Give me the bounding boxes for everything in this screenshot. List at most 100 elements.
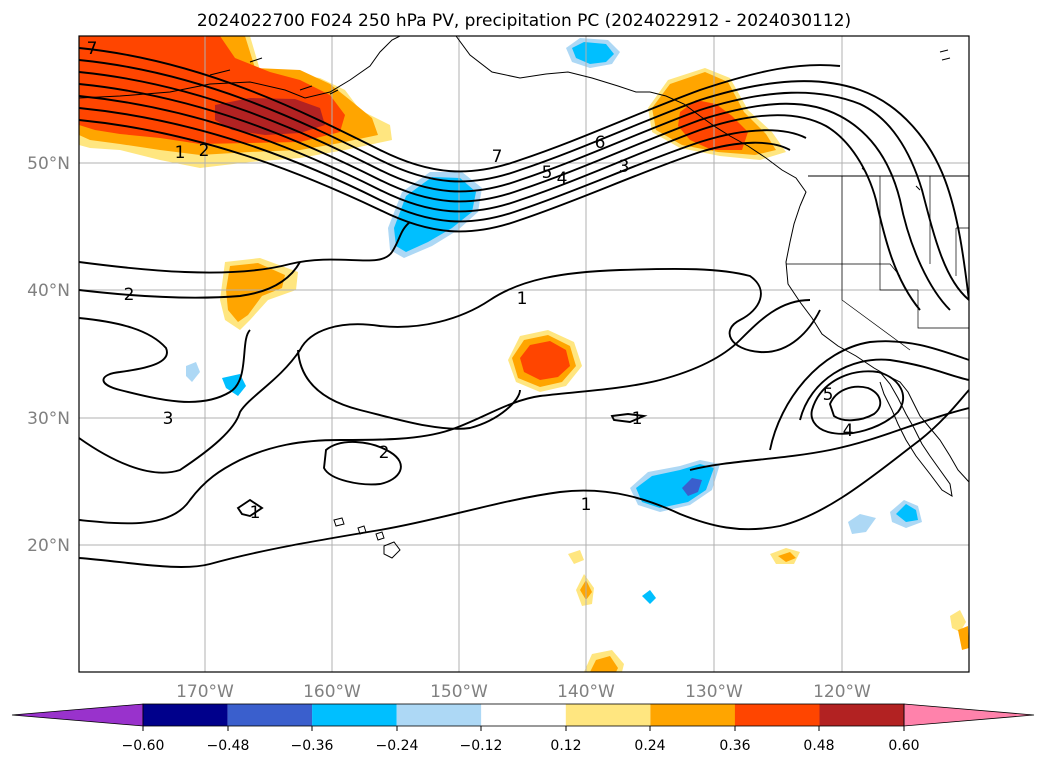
pv-contour-jet-3	[79, 71, 969, 301]
colorbar-tick-label: −0.36	[291, 738, 334, 754]
contour-label: 1	[581, 495, 592, 515]
pv-contour-low-3	[810, 370, 904, 435]
contour-label: 7	[87, 39, 98, 59]
contour-label: 3	[163, 409, 174, 429]
contour-label: 5	[542, 163, 553, 183]
pv-contour-right-1	[689, 407, 969, 471]
precip-blob-46n-mid	[394, 177, 476, 252]
precip-blob-small-11	[778, 552, 796, 562]
lon-label-130w: 130°W	[685, 682, 743, 702]
pv-contour-loop-6	[79, 389, 969, 568]
contour-label: 7	[492, 147, 503, 167]
precip-blob-small-14	[950, 610, 966, 632]
lat-label-30n: 30°N	[27, 409, 70, 429]
pv-contours	[79, 47, 969, 568]
map-frame	[78, 35, 970, 673]
precip-blob-57n-mid	[572, 42, 614, 64]
colorbar-tick-label: −0.60	[122, 738, 165, 754]
lon-label-160w: 160°W	[303, 682, 361, 702]
contour-label: 1	[517, 289, 528, 309]
precip-blob-small-5	[896, 504, 918, 522]
colorbar-ticks	[142, 726, 905, 731]
precip-blob-small-13	[590, 656, 618, 672]
lat-label-40n: 40°N	[27, 281, 70, 301]
contour-label: 6	[595, 133, 606, 153]
pv-contour-loop-2	[79, 261, 301, 299]
pv-contour-loop-9	[610, 413, 648, 423]
contour-label: 2	[379, 443, 390, 463]
colorbar-extend-left	[11, 703, 144, 727]
precip-blob-small-3	[848, 514, 876, 534]
colorbar-tick-label: 0.24	[634, 738, 665, 754]
precip-blob-small-6	[642, 590, 656, 604]
lon-label-170w: 170°W	[176, 682, 234, 702]
colorbar-segment	[396, 704, 482, 726]
contour-label: 2	[124, 285, 135, 305]
coastlines	[79, 36, 969, 559]
colorbar-frame	[142, 703, 905, 727]
contour-label: 4	[843, 421, 854, 441]
precip-blob-nw-core	[215, 98, 325, 135]
pv-contour-jet-4	[79, 83, 951, 311]
lon-label-120w: 120°W	[813, 682, 871, 702]
contour-label: 1	[250, 503, 261, 523]
pv-contour-loop-8	[323, 440, 402, 486]
colorbar-segments	[11, 703, 1035, 727]
contour-labels: 7 1 2 7 6 5 4 3 2 1 3 2 1 1 1 5 4	[87, 39, 854, 523]
colorbar-tick-label: −0.48	[207, 738, 250, 754]
gridlines	[79, 36, 969, 672]
islands-small	[861, 49, 951, 191]
colorbar-tick-label: −0.24	[376, 738, 419, 754]
pv-contour-jet-6	[79, 107, 807, 223]
pv-contour-loop-5	[79, 299, 811, 525]
colorbar-tick-label: −0.12	[460, 738, 503, 754]
colorbar-segment	[565, 704, 651, 726]
colorbar-segment	[819, 704, 905, 726]
contour-label: 1	[632, 409, 643, 429]
pv-contour-jet-5	[79, 95, 921, 311]
colorbar-segment	[481, 704, 566, 726]
pv-contour-jet-1	[79, 47, 841, 173]
baja-california	[879, 371, 953, 497]
map-title: 2024022700 F024 250 hPa PV, precipitatio…	[197, 11, 851, 31]
colorbar-segment	[312, 704, 397, 726]
contour-label: 3	[619, 157, 630, 177]
longitude-labels: 170°W 160°W 150°W 140°W 130°W 120°W	[176, 682, 871, 702]
colorbar-segment	[650, 704, 735, 726]
pv-contour-jet-7	[79, 119, 791, 233]
colorbar-segment	[143, 704, 228, 726]
map-panel: 7 1 2 7 6 5 4 3 2 1 3 2 1 1 1 5 4 50°	[27, 35, 970, 702]
precip-blob-24n-core	[682, 478, 702, 496]
colorbar: −0.60 −0.48 −0.36 −0.24 −0.12 0.12 0.24 …	[11, 703, 1035, 754]
colorbar-segment	[734, 704, 820, 726]
colorbar-tick-labels: −0.60 −0.48 −0.36 −0.24 −0.12 0.12 0.24 …	[122, 738, 920, 754]
gulf-alaska-coast	[455, 36, 650, 93]
us-west-coast	[785, 205, 969, 483]
pv-contour-loop-7	[297, 349, 521, 430]
lat-label-20n: 20°N	[27, 536, 70, 556]
colorbar-tick-label: 0.48	[803, 738, 834, 754]
colorbar-tick-label: 0.36	[719, 738, 750, 754]
precip-blob-35n-high	[520, 341, 570, 380]
pv-contour-low-2	[799, 358, 969, 421]
colorbar-tick-label: 0.12	[550, 738, 581, 754]
aleutian-chain	[209, 57, 339, 95]
contour-label: 5	[823, 385, 834, 405]
pv-contour-low-1	[769, 340, 969, 451]
lat-label-50n: 50°N	[27, 154, 70, 174]
lon-label-140w: 140°W	[557, 682, 615, 702]
precip-blob-small-15	[958, 626, 969, 650]
precip-blob-24n-mid	[636, 464, 714, 508]
contour-label: 1	[175, 143, 186, 163]
colorbar-tick-label: 0.60	[888, 738, 919, 754]
precipitation-shading	[79, 36, 969, 672]
pv-contour-loop-10	[236, 498, 264, 518]
bc-coast	[649, 91, 807, 207]
pv-contour-loop-4	[79, 267, 821, 474]
latitude-labels: 50°N 40°N 30°N 20°N	[27, 154, 70, 556]
contour-label: 4	[557, 169, 568, 189]
pv-contour-loop-1	[79, 221, 411, 274]
pv-contour-loop-3	[79, 317, 251, 403]
colorbar-segment	[227, 704, 313, 726]
